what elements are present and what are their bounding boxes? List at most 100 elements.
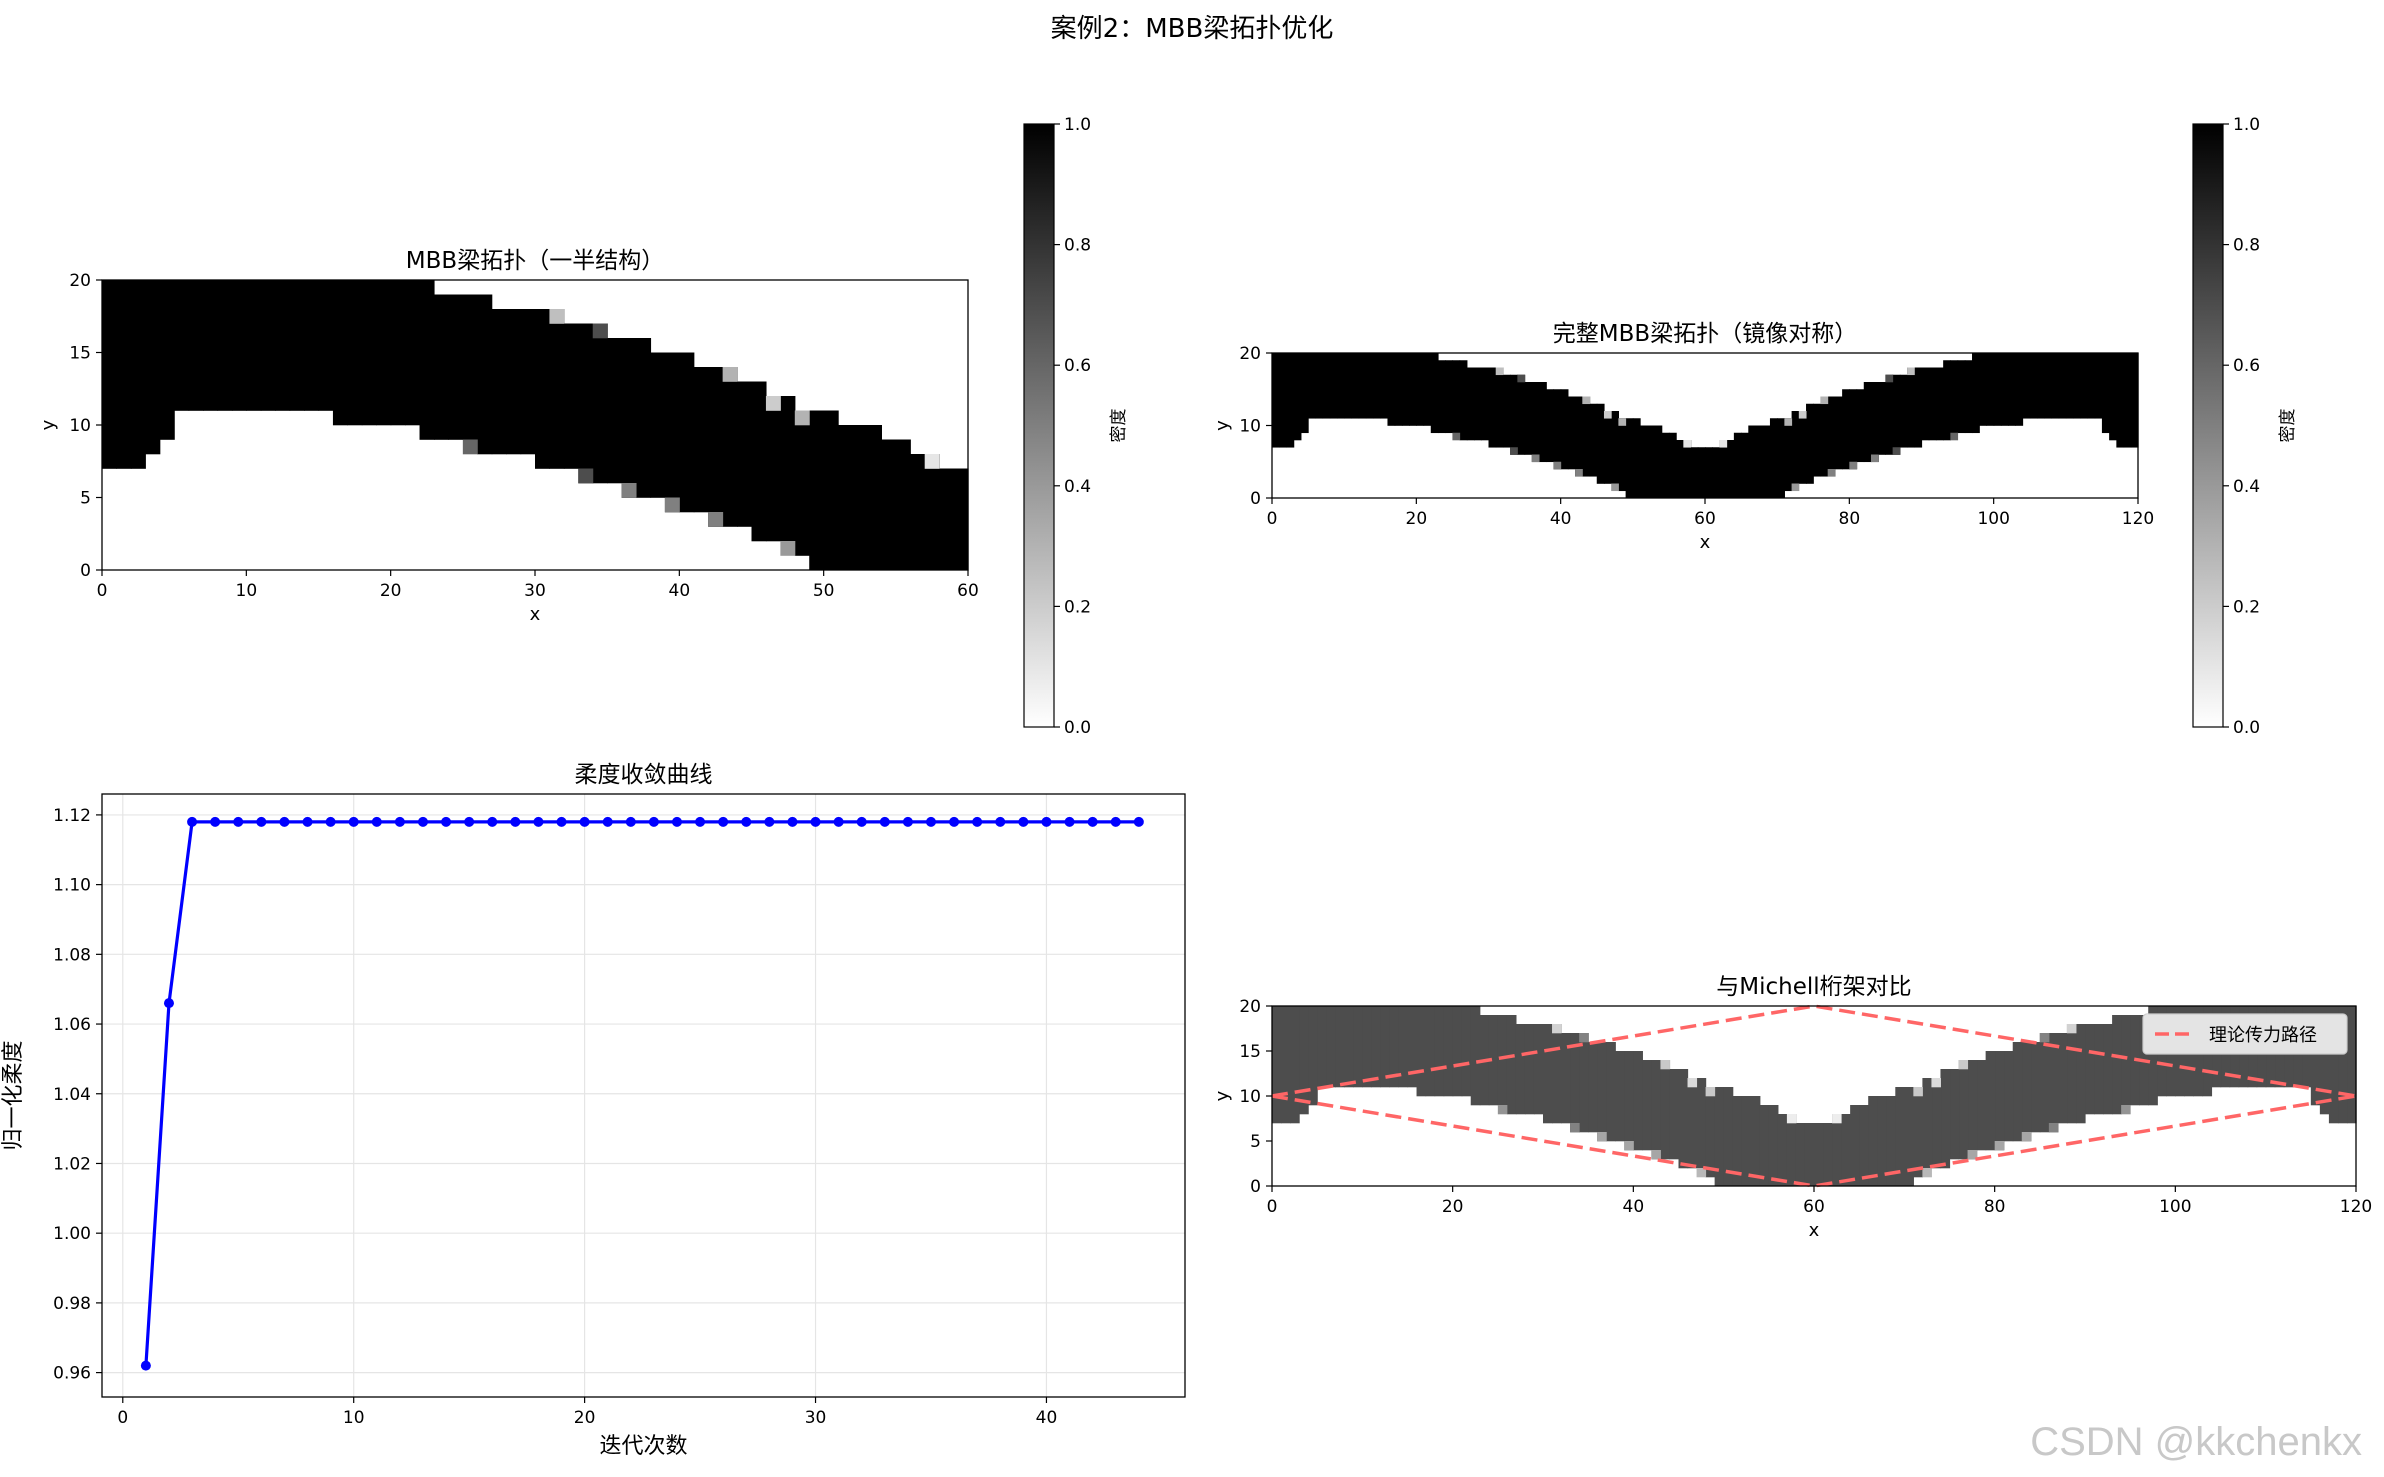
solid-column [1804,1123,1815,1187]
solid-column [1567,396,1576,470]
solid-column [722,367,738,527]
solid-column [1949,1069,1960,1160]
solid-column [1632,418,1641,499]
solid-column [1741,432,1749,499]
solid-column [2003,1051,2014,1142]
solid-column [1712,447,1721,499]
solid-column [852,425,868,571]
solid-column [1683,440,1692,499]
solid-column [1293,353,1302,441]
solid-column [838,425,854,571]
solid-column [1470,1006,1481,1106]
solid-column [520,309,536,455]
series-point [302,816,313,827]
legend-label: 理论传力路径 [2209,1025,2317,1046]
colorbar-bar [2192,123,2224,728]
solid-column [1615,1051,1625,1142]
solid-column [2048,1033,2059,1133]
solid-column [895,439,911,571]
solid-column [1596,403,1605,484]
gray-cell [592,323,608,339]
solid-column [491,309,507,455]
gray-cell [1660,1060,1670,1070]
solid-column [1272,353,1280,448]
y-tick-label: 5 [1250,1132,1261,1152]
legend: 理论传力路径 [2142,1013,2348,1055]
y-tick-label: 20 [1239,344,1261,364]
solid-column [145,280,161,455]
x-tick-label: 0 [97,581,108,601]
series-point [879,816,890,827]
solid-column [1832,1114,1842,1187]
series-point [625,816,636,827]
solid-column [737,381,753,527]
x-tick-label: 20 [1406,509,1428,529]
solid-column [1784,418,1793,492]
solid-column [1690,447,1699,499]
solid-column [1589,403,1598,477]
series-point [1041,816,1052,827]
axes-title: MBB梁拓扑（一半结构） [406,248,664,274]
solid-column [866,425,882,571]
gray-cell [1575,469,1583,477]
solid-column [1445,360,1454,434]
solid-column [1437,360,1446,434]
solid-column [1502,374,1511,448]
solid-column [650,352,666,498]
solid-column [1986,353,1995,426]
series-point [140,1360,151,1371]
solid-column [1820,396,1829,477]
solid-column [376,280,392,426]
solid-column [1798,411,1807,484]
solid-column [448,294,464,440]
x-tick-label: 20 [380,581,402,601]
solid-column [1322,353,1331,419]
solid-column [1849,389,1858,470]
gray-cell [2048,1123,2059,1133]
solid-column [1654,425,1663,499]
solid-column [1892,374,1901,455]
colorbar-tick-label: 1.0 [1064,115,1091,135]
series-point [394,816,405,827]
colorbar-bar [1023,123,1055,728]
solid-column [1972,353,1980,434]
solid-column [1481,367,1490,441]
solid-column [1661,432,1670,499]
gray-cell [1495,367,1504,376]
series-point [995,816,1006,827]
solid-column [1416,1006,1427,1097]
series-point [1133,816,1144,827]
gray-cell [1892,447,1901,455]
x-tick-label: 0 [1267,509,1278,529]
y-tick-label: 5 [80,489,91,509]
gray-cell [1603,411,1612,419]
series-point [233,816,244,827]
gray-cell [1786,1114,1797,1124]
colorbar-tick-label: 0.0 [2233,718,2260,738]
y-tick-label: 0.98 [53,1294,91,1314]
gray-cell [1784,418,1793,426]
y-tick-label: 15 [69,344,91,364]
axes-frame [1271,1005,2357,1187]
colorbar: 0.0 0.2 0.4 0.6 0.8 1.0 密度 [1023,115,1129,738]
solid-column [881,439,897,571]
solid-column [1870,382,1879,463]
solid-column [1358,353,1367,419]
x-tick-label: 30 [805,1408,827,1428]
series-point [810,816,821,827]
series-point [441,816,452,827]
gray-cell [2066,1024,2077,1034]
x-tick-label: 30 [524,581,546,601]
solid-column [1791,411,1800,484]
solid-column [1856,389,1865,463]
solid-column [549,309,565,469]
series-point [371,816,382,827]
gray-cell [1651,1150,1661,1160]
solid-column [289,280,305,411]
series-point [579,816,590,827]
solid-column [2328,1006,2339,1124]
solid-column [1795,1123,1806,1187]
solid-column [592,323,608,484]
solid-column [1389,1006,1400,1088]
solid-column [260,280,276,411]
